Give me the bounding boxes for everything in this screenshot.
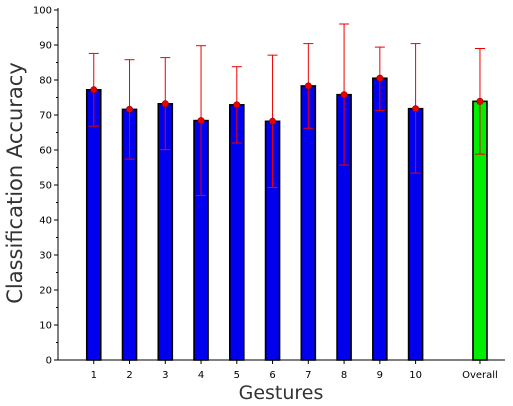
bar <box>372 77 388 361</box>
markers-layer <box>90 74 484 125</box>
y-tick-label: 50 <box>39 181 52 192</box>
mean-marker <box>376 74 384 82</box>
bars-layer <box>85 77 488 361</box>
y-tick-label: 10 <box>39 321 52 332</box>
x-tick-label: Overall <box>462 370 498 381</box>
mean-marker <box>161 100 169 108</box>
x-tick-label: 5 <box>234 370 240 381</box>
mean-marker <box>197 117 205 125</box>
mean-marker <box>304 82 312 90</box>
x-axis-title: Gestures <box>239 382 324 404</box>
x-axis-ticks: 1 2 3 4 5 6 7 8 9 10 Overall <box>91 360 498 381</box>
y-tick-label: 90 <box>39 41 52 52</box>
x-tick-label: 2 <box>126 370 132 381</box>
x-tick-label: 9 <box>377 370 383 381</box>
y-axis-ticks: 0 10 20 30 40 50 60 70 80 90 100 <box>33 6 58 367</box>
y-tick-label: 70 <box>39 111 52 122</box>
x-tick-label: 10 <box>409 370 422 381</box>
x-tick-label: 8 <box>341 370 347 381</box>
y-tick-label: 40 <box>39 216 52 227</box>
y-axis-title: Classification Accuracy <box>3 62 27 304</box>
x-tick-label: 3 <box>162 370 168 381</box>
y-tick-label: 80 <box>39 76 52 87</box>
x-tick-label: 1 <box>91 370 97 381</box>
mean-marker <box>126 105 134 113</box>
x-tick-label: 4 <box>198 370 204 381</box>
error-bars-layer <box>88 23 485 196</box>
plot-area <box>85 23 488 361</box>
y-tick-label: 60 <box>39 146 52 157</box>
mean-marker <box>269 117 277 125</box>
bar <box>85 89 102 361</box>
mean-marker <box>412 105 420 113</box>
x-tick-label: 6 <box>269 370 275 381</box>
y-tick-label: 20 <box>39 286 52 297</box>
mean-marker <box>476 97 484 105</box>
x-tick-label: 7 <box>305 370 311 381</box>
mean-marker <box>340 91 348 99</box>
y-tick-label: 30 <box>39 251 52 262</box>
y-tick-label: 0 <box>46 356 52 367</box>
y-tick-label: 100 <box>33 6 52 17</box>
mean-marker <box>233 101 241 109</box>
mean-marker <box>90 86 98 94</box>
